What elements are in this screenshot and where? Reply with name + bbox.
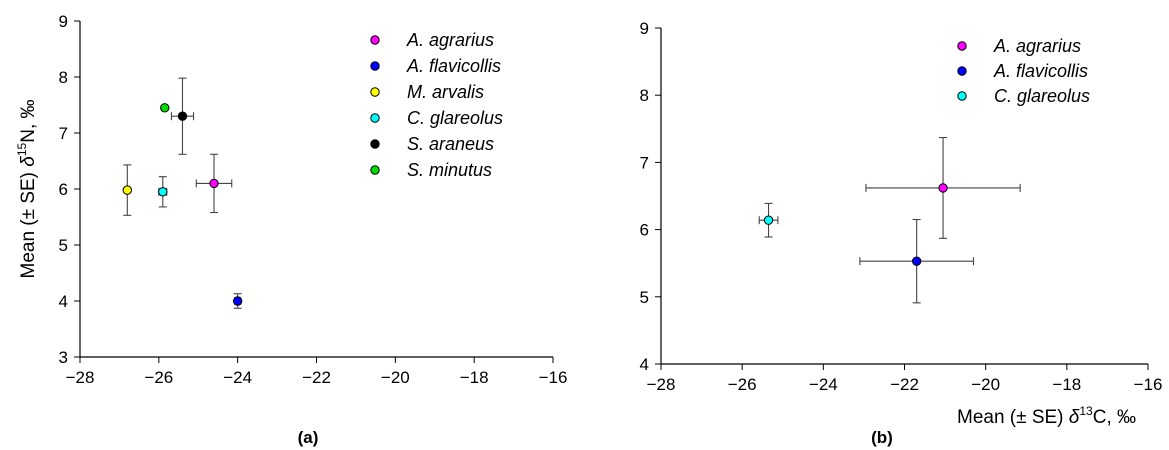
- legend-marker: [957, 91, 967, 101]
- y-tick-label: 7: [59, 124, 68, 143]
- x-axis-label-unit: C, ‰: [1093, 407, 1136, 428]
- legend-label: S. araneus: [407, 134, 494, 154]
- x-tick-label: −26: [144, 368, 173, 387]
- legend-marker: [370, 165, 380, 175]
- data-point: [177, 111, 188, 121]
- legend-marker: [370, 35, 380, 45]
- x-tick-label: −26: [728, 375, 757, 394]
- data-point: [232, 296, 243, 306]
- x-tick-label: −22: [890, 375, 919, 394]
- legend-label: A. flavicollis: [406, 56, 501, 76]
- x-tick-label: −18: [1052, 375, 1081, 394]
- y-tick-label: 6: [59, 180, 68, 199]
- x-tick-label: −20: [381, 368, 410, 387]
- x-axis-label: Mean (± SE) δ13C, ‰: [957, 404, 1136, 428]
- x-tick-label: −28: [647, 375, 676, 394]
- legend-label: M. arvalis: [407, 82, 484, 102]
- y-tick-label: 9: [59, 12, 68, 31]
- data-point: [763, 215, 774, 225]
- x-tick-label: −16: [1134, 375, 1163, 394]
- y-tick-label: 4: [59, 292, 68, 311]
- y-tick-label: 7: [640, 153, 649, 172]
- y-axis-label-delta: δ: [18, 156, 39, 167]
- y-axis-label-unit: N, ‰: [18, 100, 39, 143]
- legend-marker: [370, 139, 380, 149]
- x-tick-label: −18: [460, 368, 489, 387]
- x-tick-label: −24: [223, 368, 252, 387]
- legend-marker: [370, 61, 380, 71]
- x-tick-label: −20: [971, 375, 1000, 394]
- y-tick-label: 9: [640, 19, 649, 38]
- data-point: [160, 103, 170, 113]
- y-tick-label: 4: [640, 355, 649, 374]
- chart-panel-b: −28 −26 −24 −22 −20 −18 −16 4 5 6 7 8 9 A. agrarius A.…: [640, 19, 1163, 447]
- panel-label: (b): [871, 428, 893, 447]
- legend-label: A. agrarius: [406, 30, 494, 50]
- y-axis-label: Mean (± SE) δ15N, ‰: [15, 100, 39, 279]
- legend-label: C. glareolus: [407, 108, 503, 128]
- y-tick-label: 6: [640, 221, 649, 240]
- y-tick-label: 5: [640, 288, 649, 307]
- legend-marker: [370, 113, 380, 123]
- legend-marker: [957, 41, 967, 51]
- y-tick-label: 8: [640, 86, 649, 105]
- x-axis-label-superscript: 13: [1079, 404, 1093, 418]
- x-tick-label: −24: [809, 375, 838, 394]
- data-point: [158, 187, 168, 197]
- y-axis-label-superscript: 15: [15, 142, 29, 156]
- legend-label: A. flavicollis: [993, 61, 1088, 81]
- y-tick-label: 8: [59, 68, 68, 87]
- legend-label: A. agrarius: [993, 36, 1081, 56]
- x-tick-label: −28: [66, 368, 95, 387]
- data-point: [938, 183, 948, 193]
- x-axis-label-delta: δ: [1069, 407, 1080, 428]
- data-point: [911, 256, 922, 266]
- data-point: [122, 185, 133, 195]
- legend-label: S. minutus: [407, 160, 492, 180]
- x-tick-label: −16: [539, 368, 568, 387]
- y-tick-label: 5: [59, 236, 68, 255]
- chart-panel-a: −28 −26 −24 −22 −20 −18 −16 3 4 5 6 7 8 9 A. agrarius A…: [15, 12, 567, 447]
- y-axis-label-text: Mean (± SE): [18, 167, 39, 279]
- x-axis-label-text: Mean (± SE): [957, 407, 1069, 428]
- legend-marker: [957, 66, 967, 76]
- y-tick-label: 3: [59, 348, 68, 367]
- x-tick-label: −22: [302, 368, 331, 387]
- legend-marker: [370, 87, 380, 97]
- panel-label: (a): [298, 428, 319, 447]
- data-point: [209, 178, 219, 189]
- legend-label: C. glareolus: [994, 86, 1090, 106]
